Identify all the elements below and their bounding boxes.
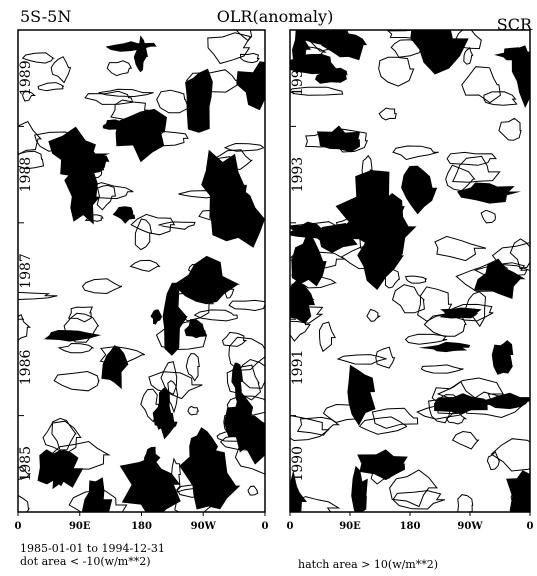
anomaly-blob <box>317 126 360 153</box>
contour <box>379 57 414 86</box>
contour <box>225 144 264 152</box>
period-note: 1985-01-01 to 1994-12-31 <box>20 542 165 555</box>
x-tick-label: 0 <box>262 521 269 532</box>
contour <box>390 470 437 507</box>
contour <box>462 67 501 103</box>
contour <box>510 239 534 269</box>
contour <box>406 276 427 283</box>
contour <box>338 355 387 365</box>
anomaly-blob <box>134 35 148 72</box>
anomaly-blob <box>44 330 102 342</box>
anomaly-blob <box>401 166 437 215</box>
year-label: 1986 <box>18 349 34 385</box>
contour <box>131 260 160 271</box>
anomaly-blob <box>179 449 240 510</box>
x-tick-label: 90W <box>457 521 483 532</box>
x-tick-label: 180 <box>400 521 421 532</box>
panel: 1985 1986 1987 1988 1989 0 90E 180 90W 0 <box>0 24 282 532</box>
anomaly-blob <box>410 14 468 74</box>
contour <box>54 372 99 391</box>
anomaly-blob <box>116 109 167 162</box>
contour <box>453 432 479 450</box>
contour <box>481 210 495 223</box>
x-tick-label: 0 <box>15 521 22 532</box>
region-label: 5S-5N <box>20 7 71 26</box>
contour <box>320 322 336 351</box>
contour <box>367 310 380 322</box>
contour <box>13 495 30 522</box>
x-tick-label: 180 <box>131 521 152 532</box>
contour <box>85 91 133 104</box>
year-label: 1991 <box>290 350 306 386</box>
contour <box>453 156 500 182</box>
contour <box>393 146 439 160</box>
index-label: SCR <box>497 15 533 34</box>
anomaly-blob <box>151 310 163 325</box>
contour <box>83 279 122 294</box>
field <box>272 14 537 527</box>
contour <box>248 486 258 495</box>
panel: 1990 1991 1992 1993 1994 0 90E 180 90W 0 <box>272 14 537 532</box>
chart-title: OLR(anomaly) <box>217 7 334 26</box>
year-label: 1990 <box>290 446 306 482</box>
contour <box>406 334 448 344</box>
contour <box>38 83 64 91</box>
anomaly-blob <box>357 449 408 480</box>
year-label: 1989 <box>18 60 34 96</box>
anomaly-blob <box>351 466 368 527</box>
anomaly-blob <box>440 308 482 319</box>
contour <box>376 347 395 368</box>
contour <box>135 219 151 250</box>
year-label: 1985 <box>18 446 34 482</box>
anomaly-blob <box>81 477 112 520</box>
contour <box>69 307 93 322</box>
year-label: 1987 <box>18 253 34 289</box>
year-label: 1988 <box>18 157 34 193</box>
anomaly-blob <box>492 340 514 375</box>
contour <box>159 222 195 229</box>
contour <box>241 53 259 62</box>
contour <box>0 292 57 299</box>
contour <box>229 300 267 310</box>
anomaly-blob <box>347 365 375 426</box>
contour <box>435 236 486 260</box>
contour <box>421 365 463 373</box>
anomaly-blob <box>101 345 128 389</box>
contour <box>43 421 81 454</box>
contour <box>157 90 189 113</box>
contour <box>107 61 131 76</box>
year-label: 1992 <box>290 253 306 289</box>
anomaly-blob <box>113 206 136 224</box>
year-label: 1994 <box>290 60 306 96</box>
contour <box>447 152 496 165</box>
contour <box>446 165 475 190</box>
contour <box>188 406 198 415</box>
contour <box>222 332 245 346</box>
x-tick-label: 90W <box>191 521 217 532</box>
anomaly-blob <box>106 41 157 52</box>
dot-note: dot area < -10(w/m**2) <box>20 555 151 568</box>
contour <box>487 452 499 470</box>
contour <box>131 214 174 234</box>
x-tick-label: 0 <box>287 521 294 532</box>
contour <box>499 118 521 140</box>
anomaly-blob <box>64 170 100 225</box>
year-label: 1993 <box>290 157 306 193</box>
panel-frame <box>18 30 265 512</box>
x-tick-label: 90E <box>339 521 361 532</box>
contour <box>360 417 407 434</box>
anomaly-blob <box>185 69 213 133</box>
anomaly-blob <box>236 61 281 110</box>
hatch-note: hatch area > 10(w/m**2) <box>298 558 438 571</box>
contour <box>464 48 473 64</box>
x-tick-label: 90E <box>69 521 91 532</box>
field <box>0 24 282 523</box>
contour <box>195 310 238 321</box>
contour <box>51 57 70 83</box>
contour <box>99 89 154 96</box>
contour <box>59 344 93 353</box>
contour <box>379 108 396 120</box>
x-tick-label: 0 <box>527 521 534 532</box>
